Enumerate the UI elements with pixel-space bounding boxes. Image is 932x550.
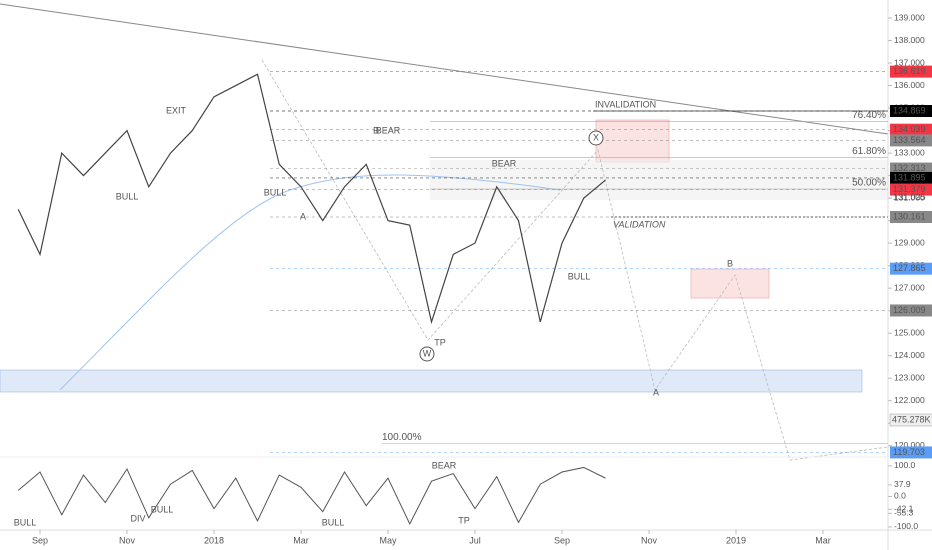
wave-circle (588, 130, 604, 146)
fib-label: 50.00% (852, 178, 886, 189)
y-tick-label: 127.000 (894, 282, 925, 292)
osc-annotation: BEAR (432, 460, 457, 470)
price-tag-label: 130.161 (893, 211, 926, 221)
y-tick-label: 125.000 (894, 327, 925, 337)
price-tag (890, 210, 932, 223)
osc-annotation: BULL (151, 504, 174, 514)
osc-tick-label: -42.1 (894, 504, 914, 514)
price-tag (890, 262, 932, 275)
price-tag-label: 131.895 (893, 172, 926, 182)
level-label: VALIDATION (613, 219, 666, 229)
osc-tick-label: 37.9 (894, 479, 911, 489)
annotation: W (423, 348, 432, 358)
support-zone (0, 369, 863, 393)
target-zone (690, 268, 770, 299)
fib-label: 61.80% (852, 146, 886, 157)
target-zone (595, 119, 670, 163)
annotation: X (593, 132, 599, 142)
osc-tick-label: -55.3 (894, 508, 914, 518)
y-tick-label: 124.000 (894, 350, 925, 360)
osc-annotation: BULL (322, 517, 345, 527)
y-tick-label: 137.000 (894, 57, 925, 67)
x-tick-label: 2019 (726, 535, 746, 545)
y-tick-label: 139.000 (894, 12, 925, 22)
annotation: A (653, 387, 659, 397)
price-tag-label: 132.313 (893, 163, 926, 173)
annotation: BULL (264, 187, 287, 197)
fib-zone (430, 160, 888, 200)
price-label: 131.025 (893, 192, 926, 202)
y-tick-label: 123.000 (894, 372, 925, 382)
x-tick-label: 2018 (204, 535, 224, 545)
price-tag (890, 183, 932, 196)
y-tick-label: 133.000 (894, 147, 925, 157)
price-tag-label: 133.564 (893, 135, 926, 145)
osc-tick-label: 0.0 (894, 491, 906, 501)
volume-tag (889, 413, 932, 427)
volume-label: 475.278K (892, 414, 931, 424)
x-tick-label: Nov (119, 535, 136, 545)
price-tag (890, 123, 932, 136)
fib-label: 76.40% (852, 110, 886, 121)
moving-average (59, 174, 561, 391)
y-tick-label: 138.000 (894, 35, 925, 45)
x-tick-label: Sep (554, 535, 570, 545)
price-tag (890, 134, 932, 147)
annotation: B (373, 125, 379, 135)
wave-path (261, 59, 889, 461)
price-tag (890, 304, 932, 317)
osc-annotation: DIV (130, 513, 145, 523)
y-tick-label: 122.000 (894, 395, 925, 405)
drawings (0, 3, 889, 461)
price-tag (890, 171, 932, 184)
price-tag-label: 131.379 (893, 184, 926, 194)
price-tag-label: 127.865 (893, 263, 926, 273)
annotation: TP (434, 337, 446, 347)
osc-annotation: TP (458, 515, 470, 525)
osc-annotation: BULL (14, 517, 37, 527)
annotation: BEAR (376, 125, 401, 135)
price-line-series (17, 73, 606, 325)
x-tick-label: Mar (815, 535, 831, 545)
wave-circle (419, 346, 435, 362)
x-tick-label: Jul (469, 535, 481, 545)
price-tag-label: 126.009 (893, 305, 926, 315)
price-tag (890, 446, 932, 459)
annotation: BEAR (492, 158, 517, 168)
price-tag (890, 162, 932, 175)
x-tick-label: May (379, 535, 397, 545)
price-tag-label: 134.869 (893, 105, 926, 115)
price-tag-label: 119.703 (893, 447, 925, 457)
y-tick-label: 136.000 (894, 80, 925, 90)
osc-tick-label: -100.0 (894, 521, 918, 531)
annotation: A (300, 211, 306, 221)
annotation: BULL (116, 191, 139, 201)
price-tag (890, 105, 932, 118)
x-tick-label: Nov (641, 535, 658, 545)
fib-label: 100.00% (382, 432, 422, 443)
x-tick-label: Sep (32, 535, 48, 545)
price-tag (890, 65, 932, 78)
y-tick-label: 131.000 (894, 192, 925, 202)
y-tick-label: 129.000 (894, 237, 925, 247)
oscillator-line (17, 466, 606, 526)
annotation: EXIT (166, 105, 187, 115)
level-label: INVALIDATION (595, 99, 656, 109)
annotation: BULL (568, 271, 591, 281)
y-tick-label: 120.000 (894, 440, 925, 450)
trend-line (0, 3, 889, 135)
x-tick-label: Mar (293, 535, 309, 545)
osc-tick-label: 100.0 (894, 460, 916, 470)
annotation: B (727, 258, 733, 268)
price-tag-label: 134.039 (893, 124, 926, 134)
price-tag-label: 136.619 (893, 66, 926, 76)
